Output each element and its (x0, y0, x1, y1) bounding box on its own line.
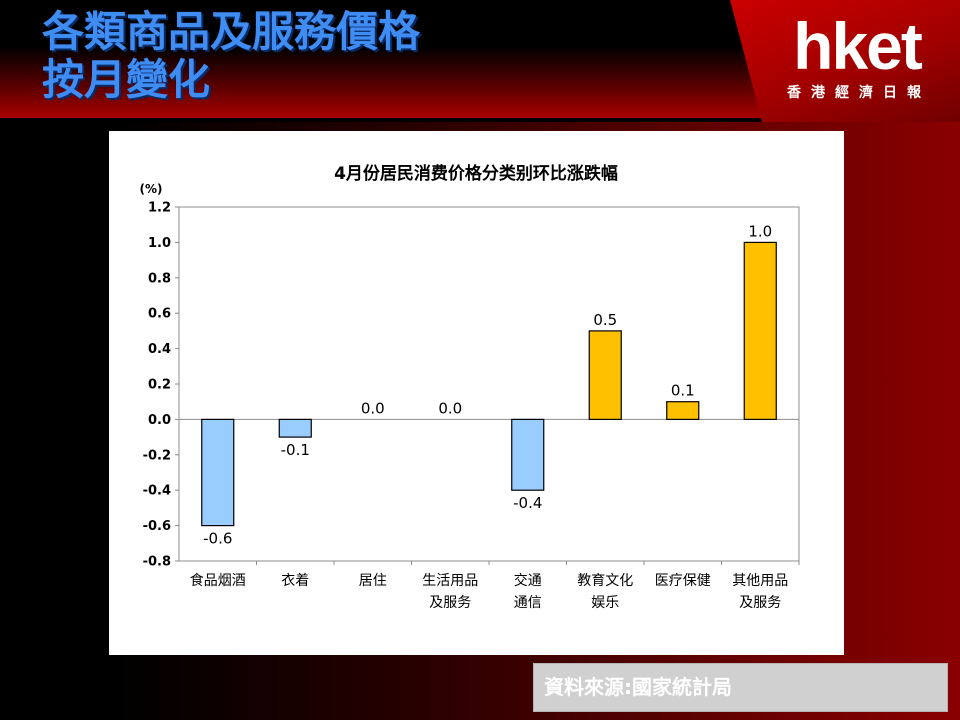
bar (201, 418, 235, 527)
bar (511, 418, 545, 491)
brand-logo-background (730, 0, 960, 122)
source-note: 資料來源:國家統計局 (533, 663, 948, 712)
y-tick-label: -0.6 (143, 519, 171, 534)
x-tick-label: 教育文化 (577, 573, 633, 589)
brand-logo-subtitle: 香港經濟日報 (787, 85, 931, 101)
y-tick-label: -0.8 (143, 555, 171, 570)
chart-title: 4月份居民消费价格分类别环比涨跌幅 (334, 163, 618, 184)
data-label: -0.6 (203, 530, 232, 548)
bar (278, 418, 312, 438)
x-tick-label: 交通 (514, 572, 542, 589)
slide-title-line-1: 各類商品及服務價格 (42, 7, 421, 56)
data-label: 0.0 (361, 399, 385, 417)
x-tick-label: 食品烟酒 (190, 572, 246, 589)
x-tick-label: 医疗保健 (655, 573, 711, 589)
bar (666, 401, 700, 421)
data-label: -0.1 (281, 441, 310, 459)
data-label: 0.0 (438, 399, 462, 417)
x-tick-label: 及服务 (739, 595, 781, 611)
bar (743, 241, 777, 421)
y-tick-label: -0.2 (143, 448, 171, 463)
bar-chart: 4月份居民消费价格分类别环比涨跌幅 (%) 1.2 1.0 0.8 0.6 0.4 0.2 0.… (140, 163, 800, 611)
chart-layer: 4月份居民消费价格分类别环比涨跌幅 (%) 1.2 1.0 0.8 0.6 0.4 0.2 0.… (140, 163, 800, 611)
y-tick-label: 0.2 (148, 378, 171, 393)
x-tick-label: 衣着 (281, 573, 309, 589)
data-label: -0.4 (513, 494, 542, 512)
brand-logo-wordmark: hket (793, 9, 923, 83)
slide-title: 各類商品及服務價格 按月變化 (42, 8, 420, 104)
data-label: 0.5 (593, 311, 617, 329)
y-tick-label: 1.2 (148, 201, 171, 216)
x-tick-label: 居住 (359, 573, 387, 589)
y-tick-label: -0.4 (143, 484, 171, 499)
x-tick-label: 通信 (514, 595, 542, 611)
plot-frame (178, 206, 800, 562)
x-tick-label: 及服务 (429, 595, 471, 611)
y-tick-label: 0.4 (148, 342, 171, 357)
y-axis-unit-label: (%) (140, 182, 163, 196)
y-tick-label: 0.0 (148, 413, 171, 428)
y-tick-label: 0.6 (148, 307, 171, 322)
y-tick-label: 1.0 (148, 236, 171, 251)
bar (588, 330, 622, 420)
y-tick-label: 0.8 (148, 271, 171, 286)
chart-panel: 4月份居民消费价格分类别环比涨跌幅 (%) 1.2 1.0 0.8 0.6 0.4 0.2 0.… (109, 131, 844, 655)
data-label: 0.1 (671, 382, 695, 400)
title-band-divider (0, 118, 960, 122)
x-tick-label: 其他用品 (732, 573, 788, 589)
slide-title-line-2: 按月變化 (42, 55, 211, 104)
data-label: 1.0 (748, 222, 772, 240)
x-tick-label: 娱乐 (591, 595, 619, 611)
x-tick-label: 生活用品 (422, 573, 478, 589)
